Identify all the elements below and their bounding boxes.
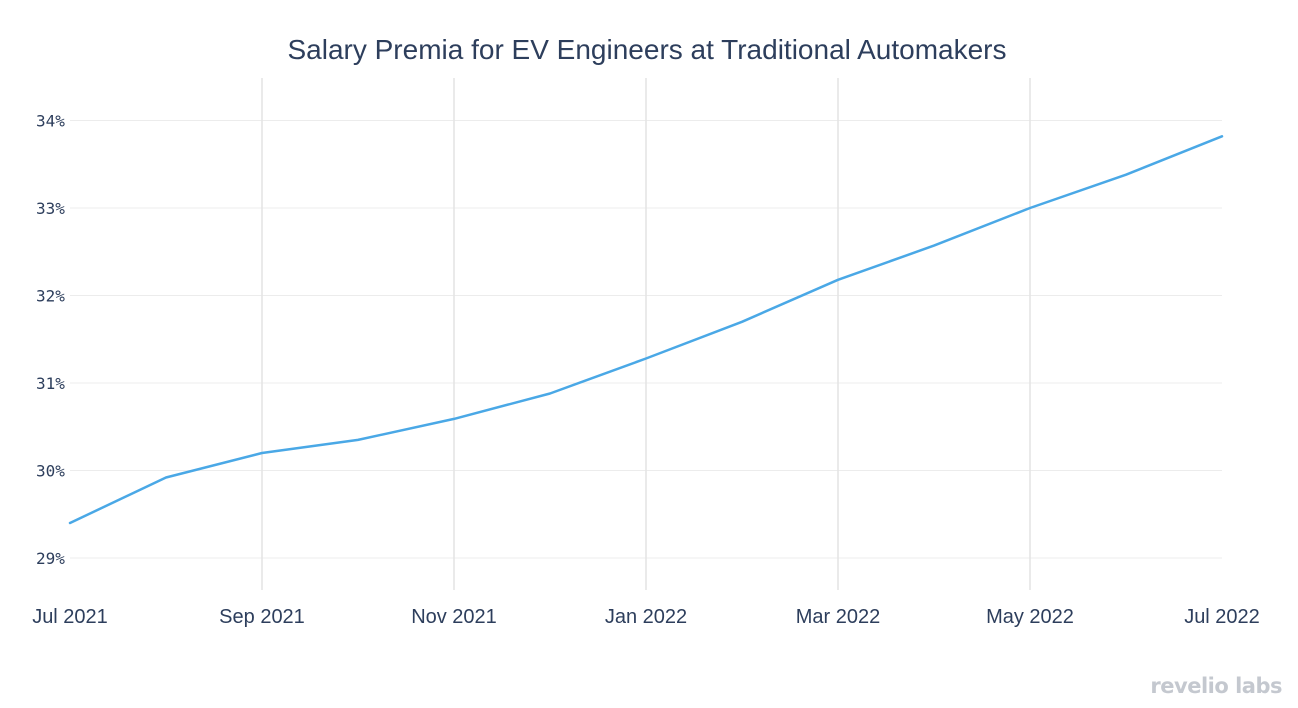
y-tick-label: 34% <box>36 112 65 131</box>
x-tick-label: Jan 2022 <box>605 606 687 628</box>
y-tick-label: 30% <box>36 462 65 481</box>
x-tick-label: Sep 2021 <box>219 606 305 628</box>
x-tick-label: Jul 2022 <box>1184 606 1260 628</box>
x-axis-ticks: Jul 2021 Sep 2021 Nov 2021 Jan 2022 Mar 2022… <box>32 606 1260 628</box>
x-tick-label: Mar 2022 <box>796 606 881 628</box>
y-tick-label: 32% <box>36 287 65 306</box>
series-layer <box>68 135 1224 525</box>
series-line <box>68 135 1224 525</box>
chart-title: Salary Premia for EV Engineers at Tradit… <box>287 34 1006 65</box>
x-tick-label: Jul 2021 <box>32 606 108 628</box>
y-tick-label: 31% <box>36 374 65 393</box>
y-tick-label: 29% <box>36 549 65 568</box>
grid <box>70 78 1222 590</box>
x-tick-label: May 2022 <box>986 606 1074 628</box>
x-tick-label: Nov 2021 <box>411 606 497 628</box>
y-tick-label: 33% <box>36 199 65 218</box>
y-axis-ticks: 29% 30% 31% 32% 33% 34% <box>36 112 65 569</box>
revelio-labs-logo: revelio labs <box>1150 674 1282 698</box>
